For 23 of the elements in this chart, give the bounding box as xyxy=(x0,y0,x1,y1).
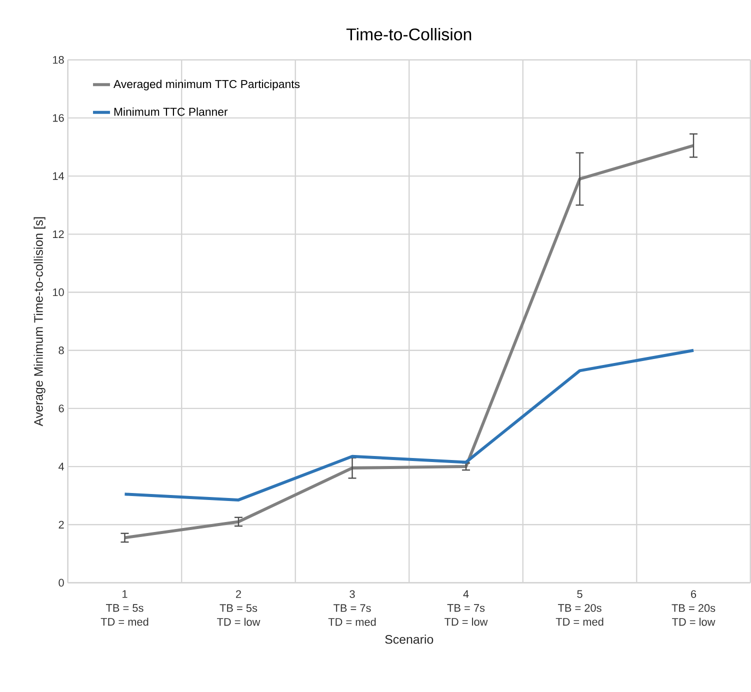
y-axis-title: Average Minimum Time-to-collision [s] xyxy=(34,217,46,426)
x-tick-label: 1 TB = 5s TD = med xyxy=(100,590,148,626)
legend-label: Averaged minimum TTC Participants xyxy=(113,80,300,91)
y-tick-label: 2 xyxy=(58,521,64,529)
x-tick-label: 5 TB = 20s TD = med xyxy=(556,590,604,626)
x-tick-label: 4 TB = 7s TD = low xyxy=(444,590,488,626)
y-tick-label: 10 xyxy=(53,288,64,296)
y-tick-label: 6 xyxy=(58,404,64,413)
y-tick-label: 4 xyxy=(58,463,64,471)
y-tick-label: 12 xyxy=(53,230,64,238)
y-tick-label: 16 xyxy=(53,114,64,122)
x-axis-title: Scenario xyxy=(385,634,434,644)
x-tick-label: 3 TB = 7s TD = med xyxy=(328,590,376,626)
line-series xyxy=(123,349,696,502)
y-tick-label: 18 xyxy=(53,56,64,64)
y-tick-label: 8 xyxy=(58,346,64,354)
chart-title: Time-to-Collision xyxy=(346,28,472,41)
y-tick-label: 0 xyxy=(58,579,64,587)
legend-label: Minimum TTC Planner xyxy=(114,108,228,116)
x-tick-label: 2 TB = 5s TD = low xyxy=(217,590,260,626)
y-tick-label: 14 xyxy=(53,172,64,180)
x-tick-label: 6 TB = 20s TD = low xyxy=(672,590,716,626)
line-series xyxy=(123,144,696,540)
